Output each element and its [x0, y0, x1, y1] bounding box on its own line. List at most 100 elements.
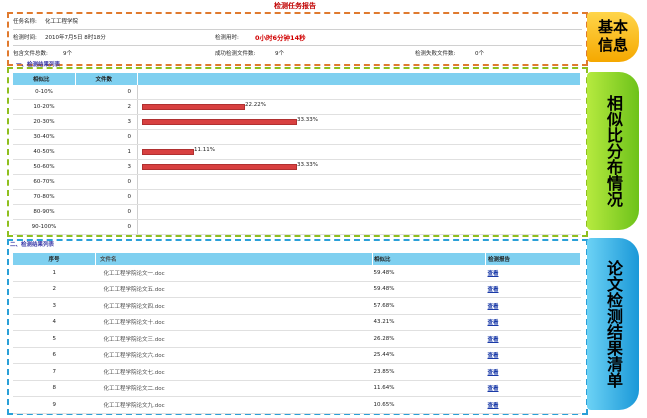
report-cell: 查看 [485, 347, 581, 364]
similarity-value: 25.44% [372, 347, 486, 364]
distribution-row: 70-80% 0 [13, 189, 581, 205]
side-label-distribution-text: 相似比分布情况 [604, 95, 623, 207]
similarity-value: 59.48% [372, 281, 486, 298]
similarity-value: 43.21% [372, 314, 486, 331]
check-time-label: 检测时间: [13, 35, 37, 41]
task-name-value: 化工工程学院 [45, 19, 79, 25]
view-report-link[interactable]: 查看 [487, 320, 499, 327]
check-time-value: 2010年7月5日 8时18分 [45, 35, 106, 41]
range-cell: 90-100% [13, 219, 75, 235]
distribution-table: 相似比 文件数 0-10% 0 10-20% 2 22.22% 20-30% 3 33.33%… [13, 73, 581, 235]
bar-cell [137, 129, 581, 145]
table-row: 1 化工工程学院论文一.doc 59.48% 查看 [13, 265, 581, 282]
file-name: 化工工程学院论文三.doc [95, 330, 373, 348]
table-row: 8 化工工程学院论文二.doc 11.64% 查看 [13, 380, 581, 397]
range-cell: 70-80% [13, 189, 75, 205]
count-cell: 0 [75, 129, 138, 145]
bar-percent-label: 33.33% [297, 117, 318, 123]
distribution-bar [142, 164, 297, 170]
table-row: 4 化工工程学院论文十.doc 43.21% 查看 [13, 314, 581, 331]
row-number: 7 [13, 363, 96, 381]
report-cell: 查看 [485, 297, 581, 315]
bar-cell: 33.33% [137, 114, 581, 130]
distribution-subtitle: 一、检测结果列表 [16, 62, 61, 68]
report-cell: 查看 [485, 281, 581, 298]
info-row-time: 检测时间: 2010年7月5日 8时18分 检测用时: 0小时6分钟14秒 [13, 31, 582, 46]
table-row: 5 化工工程学院论文三.doc 26.28% 查看 [13, 330, 581, 348]
view-report-link[interactable]: 查看 [487, 303, 499, 310]
report-cell: 查看 [485, 265, 581, 282]
view-report-link[interactable]: 查看 [487, 386, 499, 393]
result-list-subtitle: 二、检测结果列表 [10, 242, 55, 248]
result-header-row: 序号 文件名 相似比 检测报告 [13, 253, 581, 265]
file-name: 化工工程学院论文七.doc [95, 363, 373, 381]
report-title: 检测任务报告 [274, 2, 316, 10]
files-total-label: 包含文件总数: [13, 51, 48, 57]
bar-cell [137, 204, 581, 220]
file-name: 化工工程学院论文一.doc [95, 265, 373, 282]
distribution-bar [142, 119, 297, 125]
distribution-row: 20-30% 3 33.33% [13, 114, 581, 130]
bar-cell [137, 189, 581, 205]
header-no: 序号 [13, 253, 96, 265]
duration-value: 0小时6分钟14秒 [255, 34, 306, 42]
view-report-link[interactable]: 查看 [487, 402, 499, 409]
table-row: 6 化工工程学院论文六.doc 25.44% 查看 [13, 347, 581, 364]
view-report-link[interactable]: 查看 [487, 287, 499, 294]
distribution-row: 30-40% 0 [13, 129, 581, 145]
bar-cell [137, 219, 581, 235]
range-cell: 20-30% [13, 114, 75, 130]
distribution-row: 90-100% 0 [13, 219, 581, 235]
row-number: 3 [13, 297, 96, 315]
distribution-row: 60-70% 0 [13, 174, 581, 190]
count-cell: 0 [75, 219, 138, 235]
duration-label: 检测用时: [215, 35, 239, 41]
files-success-value: 9个 [275, 51, 284, 57]
table-row: 2 化工工程学院论文五.doc 59.48% 查看 [13, 281, 581, 298]
count-cell: 3 [75, 159, 138, 175]
row-number: 4 [13, 314, 96, 331]
range-cell: 60-70% [13, 174, 75, 190]
range-cell: 30-40% [13, 129, 75, 145]
distribution-row: 50-60% 3 33.33% [13, 159, 581, 175]
similarity-value: 59.48% [372, 265, 486, 282]
file-name: 化工工程学院论文六.doc [95, 347, 373, 364]
files-success-label: 成功检测文件数: [215, 51, 256, 57]
file-name: 化工工程学院论文九.doc [95, 396, 373, 414]
report-cell: 查看 [485, 363, 581, 381]
task-name-label: 任务名称: [13, 19, 37, 25]
header-filename: 文件名 [95, 253, 373, 265]
row-number: 2 [13, 281, 96, 298]
view-report-link[interactable]: 查看 [487, 369, 499, 376]
side-label-basic-text: 基本信息 [597, 18, 628, 54]
bar-cell: 11.11% [137, 144, 581, 160]
view-report-link[interactable]: 查看 [487, 353, 499, 360]
bar-cell [137, 174, 581, 190]
side-label-distribution: 相似比分布情况 [587, 72, 639, 230]
bar-percent-label: 22.22% [245, 102, 266, 108]
count-cell: 0 [75, 189, 138, 205]
file-name: 化工工程学院论文二.doc [95, 380, 373, 397]
view-report-link[interactable]: 查看 [487, 336, 499, 343]
range-cell: 10-20% [13, 99, 75, 115]
similarity-value: 10.65% [372, 396, 486, 414]
distribution-bar [142, 104, 245, 110]
bar-percent-label: 11.11% [194, 147, 215, 153]
distribution-row: 40-50% 1 11.11% [13, 144, 581, 160]
row-number: 6 [13, 347, 96, 364]
file-name: 化工工程学院论文五.doc [95, 281, 373, 298]
count-cell: 0 [75, 85, 138, 100]
header-report: 检测报告 [485, 253, 581, 265]
files-failed-value: 0个 [475, 51, 484, 57]
similarity-value: 11.64% [372, 380, 486, 397]
distribution-header-row: 相似比 文件数 [13, 73, 581, 85]
report-cell: 查看 [485, 314, 581, 331]
distribution-bar [142, 149, 194, 155]
range-cell: 80-90% [13, 204, 75, 220]
basic-info-panel: 任务名称: 化工工程学院 检测时间: 2010年7月5日 8时18分 检测用时:… [7, 12, 588, 66]
range-cell: 50-60% [13, 159, 75, 175]
count-cell: 2 [75, 99, 138, 115]
row-number: 5 [13, 330, 96, 348]
view-report-link[interactable]: 查看 [487, 270, 499, 277]
count-cell: 0 [75, 204, 138, 220]
